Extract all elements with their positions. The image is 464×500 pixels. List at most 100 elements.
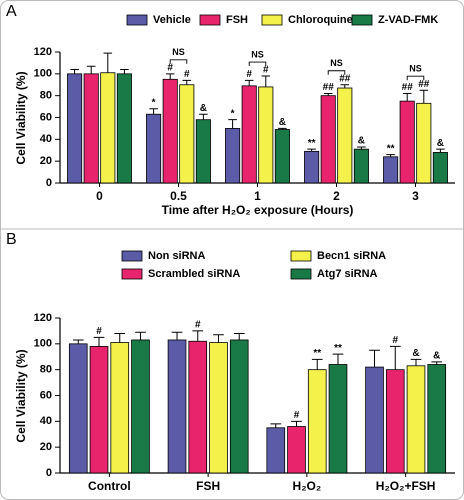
error-bar <box>386 154 395 157</box>
x-tick-label: 2 <box>333 189 340 203</box>
significance-label: # <box>392 335 398 346</box>
ns-bracket <box>169 59 188 64</box>
ns-label: NS <box>330 58 343 68</box>
error-bar <box>72 339 84 344</box>
significance-label: ## <box>339 73 351 84</box>
error-bar <box>103 52 113 73</box>
y-tick-label: 0 <box>46 467 52 479</box>
legend-swatch <box>199 14 221 26</box>
y-tick-label: 80 <box>40 90 52 102</box>
significance-label: ** <box>313 348 321 359</box>
significance-label: # <box>184 69 190 80</box>
significance-label: ** <box>387 143 395 154</box>
y-tick-label: 100 <box>34 338 52 350</box>
error-bar <box>307 148 316 152</box>
error-bar <box>311 358 323 370</box>
error-bar <box>323 92 333 96</box>
bar <box>320 95 336 184</box>
bar <box>416 102 432 184</box>
significance-label: & <box>358 136 365 147</box>
legend-swatch <box>290 268 312 280</box>
panel-label: A <box>6 3 17 20</box>
legend-swatch <box>121 268 143 280</box>
legend-label: Becn1 siRNA <box>317 250 386 262</box>
x-tick-label: 0.5 <box>170 189 187 203</box>
error-bar <box>149 108 158 115</box>
bar <box>328 364 348 474</box>
error-bar <box>402 92 412 102</box>
error-bar <box>357 146 366 150</box>
bar <box>365 366 384 474</box>
error-bar <box>436 148 445 153</box>
y-tick-label: 80 <box>40 364 52 376</box>
legend-swatch <box>126 14 148 26</box>
y-tick-label: 60 <box>40 111 52 123</box>
error-bar <box>70 68 79 74</box>
error-bar <box>171 331 183 340</box>
bar <box>89 346 109 474</box>
panel-label: B <box>6 231 17 248</box>
error-bar <box>182 79 192 85</box>
significance-label: ** <box>334 343 342 354</box>
x-tick-label: 1 <box>254 189 261 203</box>
y-tick-label: 40 <box>40 415 52 427</box>
x-tick-label: FSH <box>196 479 220 493</box>
error-bar <box>410 358 422 366</box>
significance-label: & <box>437 138 444 149</box>
y-tick-label: 0 <box>46 177 52 189</box>
legend-swatch <box>290 250 312 262</box>
error-bar <box>431 361 443 365</box>
error-bar <box>340 84 350 89</box>
ns-label: NS <box>172 47 185 57</box>
ns-bracket <box>406 75 425 81</box>
significance-label: # <box>195 320 201 331</box>
legend-label: Vehicle <box>153 14 191 26</box>
error-bar <box>213 334 224 343</box>
bar <box>274 129 290 184</box>
ns-bracket <box>248 61 267 67</box>
significance-label: # <box>263 65 269 76</box>
error-bar <box>86 65 96 74</box>
bar <box>131 339 150 474</box>
ns-bracket <box>327 70 346 75</box>
error-bar <box>228 119 237 129</box>
significance-label: * <box>231 108 235 119</box>
x-tick-label: 3 <box>412 189 419 203</box>
bar <box>67 73 83 184</box>
bar <box>195 119 211 184</box>
bar <box>116 73 132 184</box>
bar <box>179 84 195 184</box>
significance-label: ## <box>323 82 335 93</box>
y-axis-title: Cell Viability (%) <box>14 71 28 164</box>
error-bar <box>192 330 204 342</box>
bar <box>162 78 178 184</box>
x-tick-label: 0 <box>96 189 103 203</box>
error-bar <box>135 331 146 340</box>
significance-label: & <box>200 103 207 114</box>
legend-swatch <box>261 14 283 26</box>
legend-label: Atg7 siRNA <box>317 268 378 280</box>
bar <box>241 85 257 184</box>
bar <box>353 148 369 184</box>
bar <box>258 86 274 184</box>
legend-label: Chloroquine <box>288 14 353 26</box>
bar <box>287 426 306 474</box>
error-bar <box>291 420 302 427</box>
bar <box>337 87 353 184</box>
x-tick-label: H₂O₂ <box>293 479 322 493</box>
significance-label: # <box>167 62 173 73</box>
error-bar <box>93 336 105 347</box>
bar <box>167 339 187 474</box>
bar <box>304 150 320 184</box>
legend-swatch <box>351 14 373 26</box>
y-tick-label: 120 <box>34 46 52 58</box>
bar <box>225 128 241 184</box>
error-bar <box>419 89 429 104</box>
bar <box>427 364 447 474</box>
bar <box>406 365 426 474</box>
y-tick-label: 60 <box>40 389 52 401</box>
significance-label: # <box>294 410 300 421</box>
significance-label: ## <box>402 82 414 93</box>
error-bar <box>261 75 271 87</box>
